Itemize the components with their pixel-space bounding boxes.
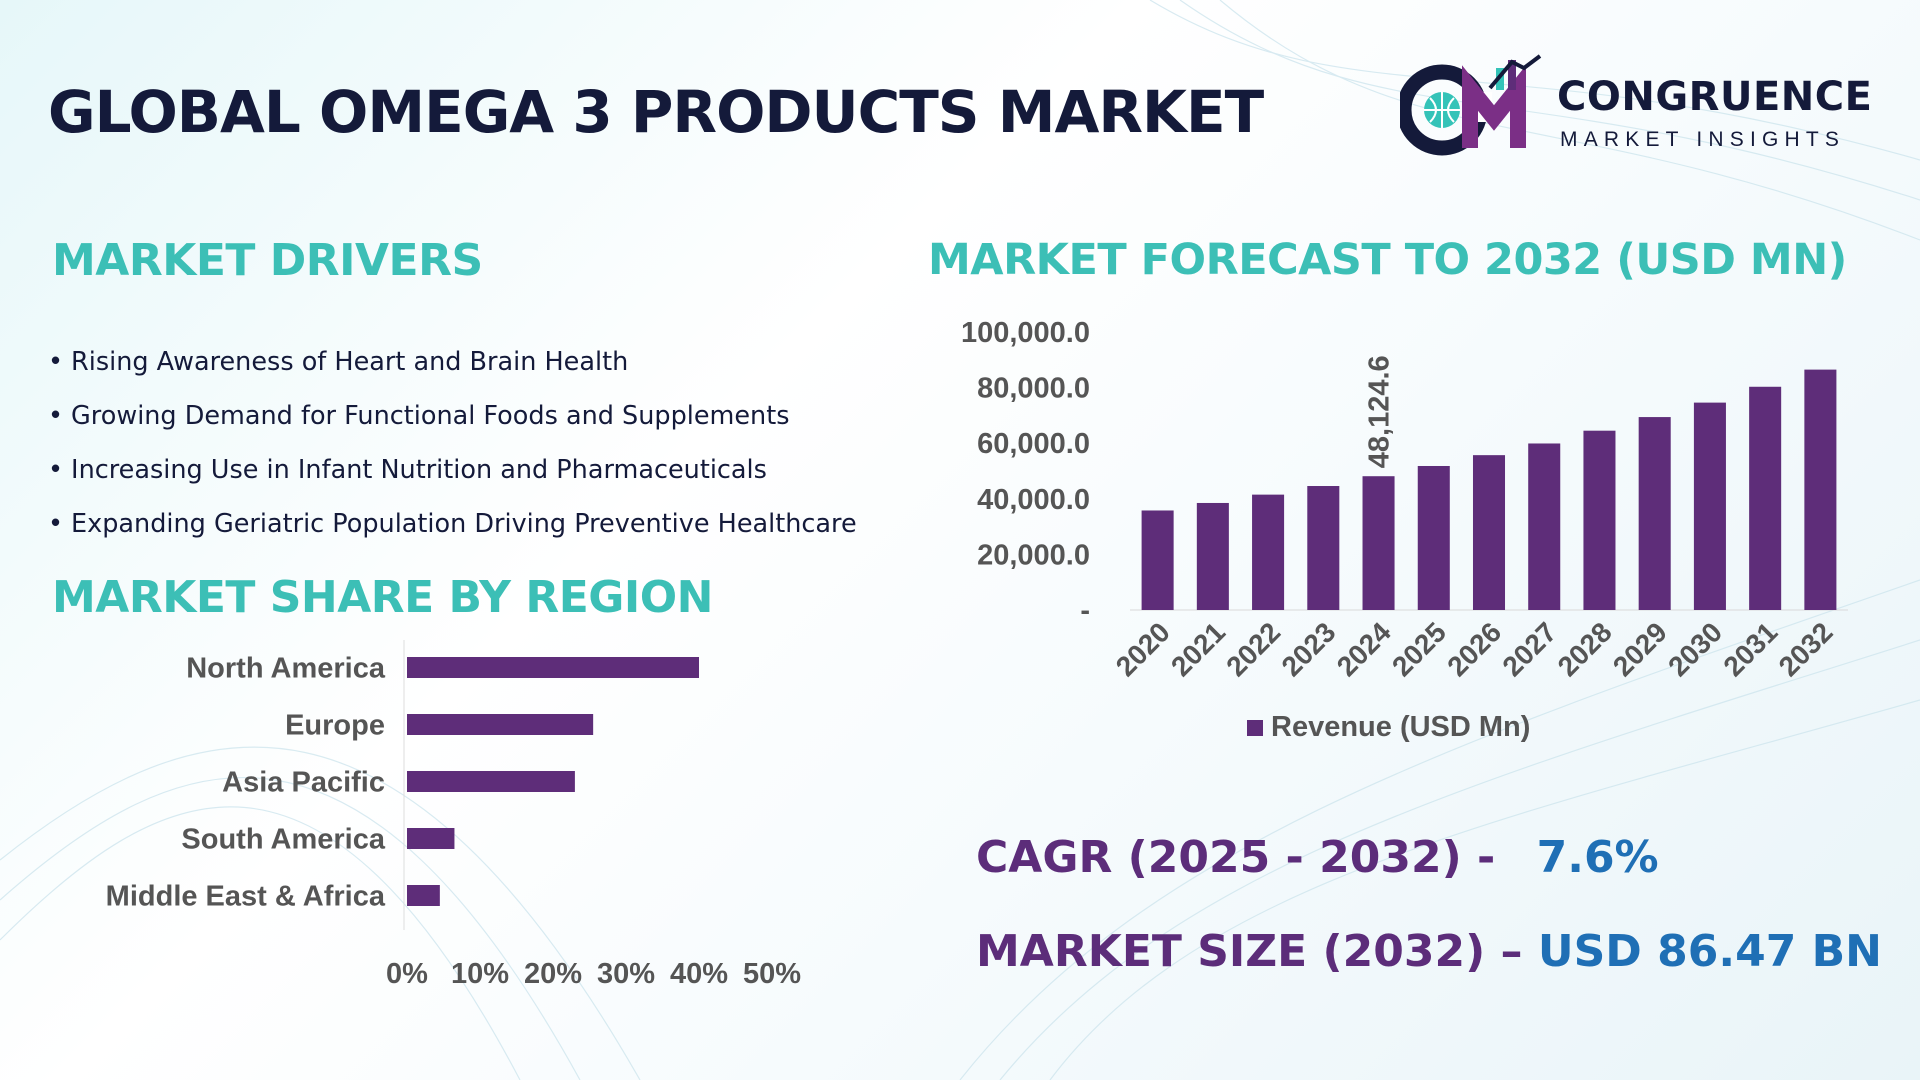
- region-bar: [407, 771, 575, 792]
- legend-swatch: [1247, 720, 1263, 736]
- driver-text: Increasing Use in Infant Nutrition and P…: [71, 455, 767, 485]
- forecast-y-tick: 80,000.0: [977, 373, 1090, 405]
- forecast-bar: [1583, 430, 1616, 610]
- logo-tagline: MARKET INSIGHTS: [1560, 128, 1846, 151]
- region-bar: [407, 657, 699, 678]
- region-label: Europe: [285, 710, 385, 742]
- market-drivers-heading: MARKET DRIVERS: [52, 235, 483, 286]
- logo-name: CONGRUENCE: [1557, 74, 1873, 120]
- forecast-y-tick: 20,000.0: [977, 539, 1090, 571]
- list-item: • Expanding Geriatric Population Driving …: [48, 509, 857, 539]
- market-size-kpi: MARKET SIZE (2032) – USD 86.47 BN: [976, 926, 1882, 977]
- region-label: South America: [181, 824, 385, 856]
- forecast-bar: [1693, 402, 1726, 610]
- list-item: • Rising Awareness of Heart and Brain Hea…: [48, 347, 629, 377]
- market-size-label: MARKET SIZE (2032) –: [976, 926, 1523, 977]
- driver-text: Rising Awareness of Heart and Brain Heal…: [71, 347, 629, 377]
- forecast-x-tick: 2029: [1607, 616, 1673, 682]
- forecast-bar: [1307, 486, 1340, 610]
- forecast-data-label: 48,124.6: [1364, 355, 1396, 468]
- region-bar: [407, 714, 594, 735]
- page-title: GLOBAL OMEGA 3 PRODUCTS MARKET: [48, 78, 1264, 146]
- forecast-bar: [1638, 417, 1671, 610]
- forecast-y-tick: 40,000.0: [977, 484, 1090, 516]
- forecast-y-tick: 100,000.0: [961, 317, 1090, 349]
- region-share-chart: North America Europe Asia Pacific South Ame…: [106, 640, 801, 990]
- region-bar: [407, 885, 440, 906]
- forecast-x-tick: 2032: [1773, 616, 1839, 682]
- forecast-bar: [1417, 465, 1450, 610]
- region-tick-label: 20%: [524, 958, 582, 990]
- forecast-bar: [1472, 455, 1506, 610]
- forecast-y-tick: -: [1080, 595, 1090, 627]
- forecast-x-tick: 2031: [1717, 616, 1783, 682]
- forecast-x-tick: 2025: [1386, 616, 1452, 682]
- forecast-x-tick: 2027: [1497, 616, 1563, 682]
- forecast-bar: [1528, 443, 1561, 610]
- list-item: • Increasing Use in Infant Nutrition and …: [48, 455, 767, 485]
- region-tick-label: 30%: [597, 958, 655, 990]
- forecast-x-tick: 2023: [1276, 616, 1342, 682]
- forecast-bar: [1141, 510, 1174, 610]
- revenue-forecast-chart: - 20,000.0 40,000.0 60,000.0 80,000.0 100,000…: [961, 317, 1848, 743]
- region-label: Middle East & Africa: [106, 881, 386, 913]
- forecast-y-tick: 60,000.0: [977, 428, 1090, 460]
- list-item: • Growing Demand for Functional Foods and…: [48, 401, 790, 431]
- driver-text: Expanding Geriatric Population Driving P…: [71, 509, 857, 539]
- region-tick-label: 40%: [670, 958, 728, 990]
- region-share-heading: MARKET SHARE BY REGION: [52, 572, 714, 623]
- brand-logo: CONGRUENCE MARKET INSIGHTS: [1400, 52, 1880, 162]
- forecast-x-tick: 2030: [1662, 616, 1728, 682]
- forecast-x-tick: 2022: [1220, 616, 1286, 682]
- forecast-x-tick: 2024: [1331, 616, 1397, 682]
- drivers-list: • Rising Awareness of Heart and Brain Hea…: [48, 342, 857, 558]
- logo-mark-icon: [1400, 54, 1542, 156]
- forecast-bar: [1362, 476, 1395, 610]
- region-tick-label: 10%: [451, 958, 509, 990]
- forecast-heading: MARKET FORECAST TO 2032 (USD MN): [928, 235, 1847, 285]
- region-tick-label: 50%: [743, 958, 801, 990]
- forecast-x-tick: 2028: [1552, 616, 1618, 682]
- forecast-x-tick: 2021: [1165, 616, 1231, 682]
- market-size-value: USD 86.47 BN: [1537, 926, 1882, 977]
- region-bar: [407, 828, 455, 849]
- region-label: North America: [186, 653, 386, 685]
- cagr-label: CAGR (2025 - 2032) -: [976, 832, 1496, 883]
- forecast-bar: [1196, 502, 1229, 610]
- forecast-bar: [1749, 386, 1782, 610]
- driver-text: Growing Demand for Functional Foods and …: [71, 401, 790, 431]
- cagr-kpi: CAGR (2025 - 2032) - 7.6%: [976, 832, 1659, 883]
- forecast-x-tick: 2020: [1110, 616, 1176, 682]
- forecast-bar: [1252, 494, 1285, 610]
- cagr-value: 7.6%: [1536, 832, 1659, 883]
- legend-label: Revenue (USD Mn): [1271, 711, 1530, 743]
- forecast-bar: [1804, 369, 1837, 610]
- region-tick-label: 0%: [386, 958, 428, 990]
- forecast-x-tick: 2026: [1441, 616, 1507, 682]
- region-label: Asia Pacific: [222, 767, 385, 799]
